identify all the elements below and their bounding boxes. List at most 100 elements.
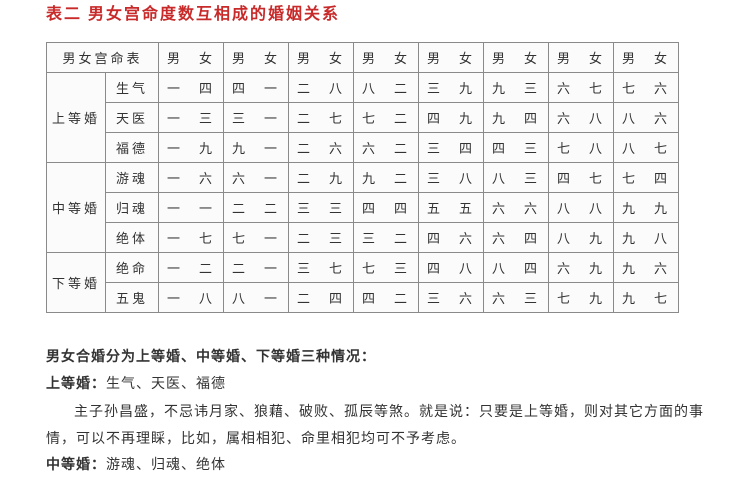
pair-cell: 三 七 (289, 253, 354, 283)
pair-cell: 八 一 (224, 283, 289, 313)
pair-cell: 四 八 (419, 253, 484, 283)
pair-cell: 四 二 (354, 283, 419, 313)
table-row: 上等婚生气一 四四 一二 八八 二三 九九 三六 七七 六 (47, 73, 679, 103)
pair-cell: 三 四 (419, 133, 484, 163)
row-label: 绝体 (106, 223, 159, 253)
pair-cell: 七 二 (354, 103, 419, 133)
pair-cell: 四 一 (224, 73, 289, 103)
header-stub: 男女宫命表 (47, 43, 159, 73)
table-row: 归魂一 一二 二三 三四 四五 五六 六八 八九 九 (47, 193, 679, 223)
pair-cell: 三 三 (289, 193, 354, 223)
pair-header: 男 女 (549, 43, 614, 73)
tier1-line: 上等婚：生气、天医、福德 (46, 372, 710, 399)
tier2-line: 中等婚：游魂、归魂、绝体 (46, 453, 710, 480)
pair-cell: 四 九 (419, 103, 484, 133)
pair-cell: 七 八 (549, 133, 614, 163)
pair-cell: 六 二 (354, 133, 419, 163)
marriage-table: 男女宫命表 男 女 男 女 男 女 男 女 男 女 男 女 男 女 男 女 上等… (46, 42, 679, 313)
pair-cell: 八 八 (549, 193, 614, 223)
pair-cell: 九 二 (354, 163, 419, 193)
pair-header: 男 女 (614, 43, 679, 73)
pair-cell: 八 七 (614, 133, 679, 163)
pair-cell: 一 二 (159, 253, 224, 283)
pair-cell: 五 五 (419, 193, 484, 223)
pair-cell: 九 四 (484, 103, 549, 133)
pair-header: 男 女 (289, 43, 354, 73)
pair-cell: 三 二 (354, 223, 419, 253)
table-row: 绝体一 七七 一二 三三 二四 六六 四八 九九 八 (47, 223, 679, 253)
tier2-rest: 游魂、归魂、绝体 (106, 458, 226, 473)
group-cell: 上等婚 (47, 73, 106, 163)
header-row: 男女宫命表 男 女 男 女 男 女 男 女 男 女 男 女 男 女 男 女 (47, 43, 679, 73)
pair-cell: 七 九 (549, 283, 614, 313)
pair-cell: 三 九 (419, 73, 484, 103)
pair-cell: 一 九 (159, 133, 224, 163)
pair-header: 男 女 (419, 43, 484, 73)
row-label: 绝命 (106, 253, 159, 283)
pair-cell: 二 九 (289, 163, 354, 193)
pair-cell: 四 三 (484, 133, 549, 163)
pair-cell: 八 九 (549, 223, 614, 253)
pair-cell: 四 四 (354, 193, 419, 223)
pair-cell: 一 三 (159, 103, 224, 133)
pair-cell: 一 一 (159, 193, 224, 223)
group-cell: 下等婚 (47, 253, 106, 313)
pair-cell: 三 一 (224, 103, 289, 133)
explanation-block: 男女合婚分为上等婚、中等婚、下等婚三种情况： 上等婚：生气、天医、福德 主子孙昌… (46, 345, 710, 480)
tier1-label: 上等婚： (46, 377, 106, 392)
pair-cell: 九 九 (614, 193, 679, 223)
table-row: 天医一 三三 一二 七七 二四 九九 四六 八八 六 (47, 103, 679, 133)
page-title: 表二 男女宫命度数互相成的婚姻关系 (46, 0, 710, 24)
pair-cell: 八 二 (354, 73, 419, 103)
pair-cell: 二 二 (224, 193, 289, 223)
table-row: 五鬼一 八八 一二 四四 二三 六六 三七 九九 七 (47, 283, 679, 313)
pair-cell: 三 六 (419, 283, 484, 313)
pair-cell: 二 三 (289, 223, 354, 253)
pair-cell: 六 六 (484, 193, 549, 223)
pair-cell: 二 八 (289, 73, 354, 103)
pair-header: 男 女 (484, 43, 549, 73)
pair-cell: 二 一 (224, 253, 289, 283)
tier1-para: 主子孙昌盛，不忌讳月家、狼藉、破败、孤辰等煞。就是说：只要是上等婚，则对其它方面… (46, 400, 710, 453)
pair-cell: 九 六 (614, 253, 679, 283)
pair-cell: 七 一 (224, 223, 289, 253)
pair-header: 男 女 (224, 43, 289, 73)
pair-cell: 一 四 (159, 73, 224, 103)
row-label: 归魂 (106, 193, 159, 223)
pair-header: 男 女 (159, 43, 224, 73)
row-label: 天医 (106, 103, 159, 133)
pair-cell: 一 七 (159, 223, 224, 253)
pair-cell: 六 一 (224, 163, 289, 193)
pair-cell: 九 三 (484, 73, 549, 103)
pair-cell: 九 一 (224, 133, 289, 163)
pair-cell: 二 七 (289, 103, 354, 133)
pair-cell: 六 三 (484, 283, 549, 313)
explanation-heading: 男女合婚分为上等婚、中等婚、下等婚三种情况： (46, 345, 710, 372)
pair-cell: 三 八 (419, 163, 484, 193)
pair-cell: 一 六 (159, 163, 224, 193)
pair-cell: 八 三 (484, 163, 549, 193)
pair-cell: 八 四 (484, 253, 549, 283)
pair-cell: 六 七 (549, 73, 614, 103)
pair-cell: 九 八 (614, 223, 679, 253)
row-label: 生气 (106, 73, 159, 103)
pair-cell: 一 八 (159, 283, 224, 313)
pair-cell: 七 三 (354, 253, 419, 283)
row-label: 福德 (106, 133, 159, 163)
pair-cell: 六 九 (549, 253, 614, 283)
pair-cell: 四 六 (419, 223, 484, 253)
table-row: 下等婚绝命一 二二 一三 七七 三四 八八 四六 九九 六 (47, 253, 679, 283)
pair-cell: 六 八 (549, 103, 614, 133)
group-cell: 中等婚 (47, 163, 106, 253)
pair-cell: 八 六 (614, 103, 679, 133)
table-row: 福德一 九九 一二 六六 二三 四四 三七 八八 七 (47, 133, 679, 163)
tier1-rest: 生气、天医、福德 (106, 377, 226, 392)
row-label: 游魂 (106, 163, 159, 193)
pair-cell: 七 六 (614, 73, 679, 103)
pair-cell: 二 四 (289, 283, 354, 313)
table-row: 中等婚游魂一 六六 一二 九九 二三 八八 三四 七七 四 (47, 163, 679, 193)
pair-cell: 七 四 (614, 163, 679, 193)
pair-cell: 四 七 (549, 163, 614, 193)
pair-cell: 二 六 (289, 133, 354, 163)
pair-cell: 六 四 (484, 223, 549, 253)
